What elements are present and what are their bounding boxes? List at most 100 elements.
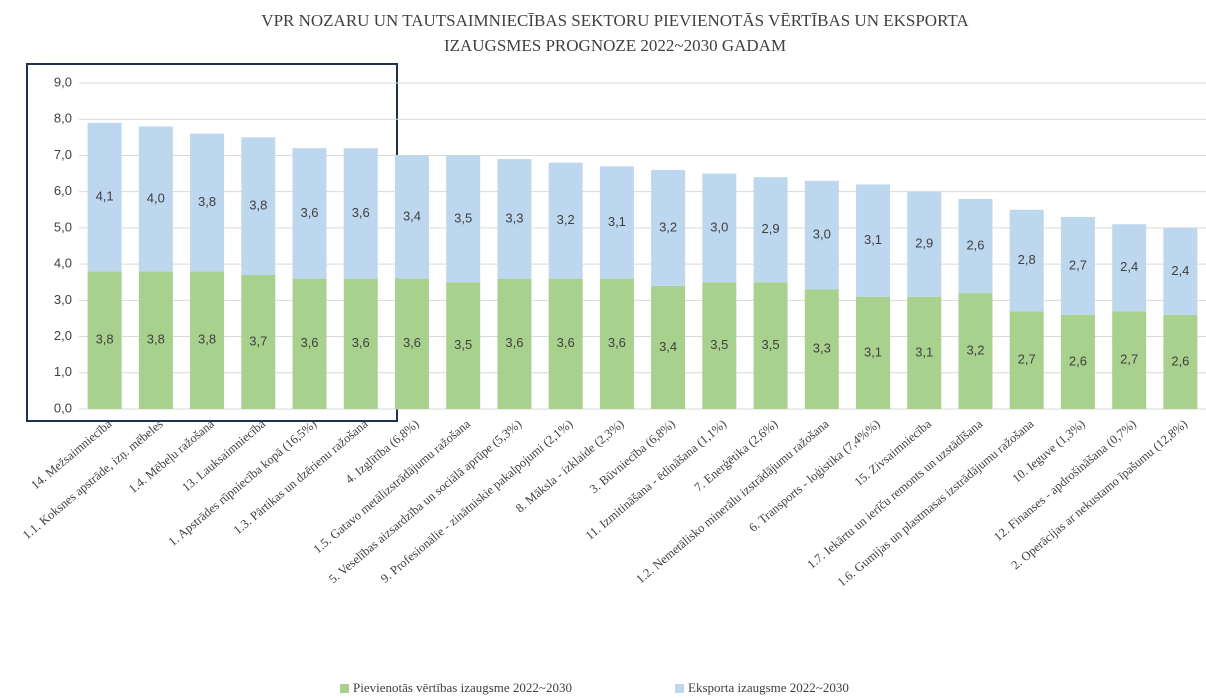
- bar-segment: [856, 184, 891, 297]
- value-label: 2,8: [1018, 252, 1036, 267]
- bar-segment: [599, 278, 634, 409]
- value-label: 3,7: [249, 333, 267, 348]
- bar-segment: [394, 155, 429, 279]
- bar-segment: [599, 166, 634, 279]
- y-tick-label: 2,0: [54, 328, 72, 343]
- value-label: 3,1: [608, 214, 626, 229]
- chart-title: VPR NOZARU UN TAUTSAIMNIECĪBAS SEKTORU P…: [261, 11, 969, 30]
- value-label: 3,0: [813, 227, 831, 242]
- bar-segment: [446, 155, 481, 283]
- bar-segment: [856, 296, 891, 409]
- value-label: 2,7: [1120, 352, 1138, 367]
- bar-segment: [753, 282, 788, 409]
- value-label: 3,6: [403, 335, 421, 350]
- bar-segment: [804, 180, 839, 290]
- x-tick-label-group: 1.7. Iekārtu un ierīču remonts un uzstād…: [804, 416, 985, 571]
- value-label: 3,6: [352, 335, 370, 350]
- value-label: 3,6: [300, 335, 318, 350]
- value-label: 3,6: [557, 335, 575, 350]
- bar-segment: [804, 289, 839, 409]
- bar-segment: [138, 126, 173, 272]
- bar-segment: [343, 278, 378, 409]
- y-tick-label: 0,0: [54, 400, 72, 415]
- value-label: 3,2: [659, 219, 677, 234]
- x-tick-label: 3. Būvniecība (6,8%): [587, 417, 678, 496]
- value-label: 3,8: [249, 198, 267, 213]
- value-label: 3,6: [300, 205, 318, 220]
- x-tick-label: 1.7. Iekārtu un ierīču remonts un uzstād…: [804, 416, 985, 571]
- value-label: 3,8: [96, 332, 114, 347]
- bar-segment: [87, 271, 122, 409]
- value-label: 3,5: [454, 337, 472, 352]
- bar-segment: [190, 271, 225, 409]
- bar-segment: [1112, 224, 1147, 312]
- bar-segment: [241, 274, 276, 409]
- y-tick-label: 5,0: [54, 219, 72, 234]
- x-tick-label-group: 1.2. Nemetālisko minerālu izstrādājumu r…: [633, 416, 832, 586]
- value-label: 3,8: [147, 332, 165, 347]
- bar-segment: [651, 169, 686, 286]
- value-label: 4,0: [147, 190, 165, 205]
- bar-segment: [702, 173, 737, 283]
- bar-segment: [1112, 311, 1147, 409]
- x-tick-label-group: 3. Būvniecība (6,8%): [587, 417, 678, 496]
- value-label: 3,8: [198, 194, 216, 209]
- bar-segment: [497, 159, 532, 279]
- value-label: 3,6: [608, 335, 626, 350]
- value-label: 3,1: [915, 344, 933, 359]
- legend-label: Pievienotās vērtības izaugsme 2022~2030: [353, 680, 572, 695]
- x-tick-label-group: 1.4. Mēbeļu ražošana: [126, 416, 217, 496]
- x-tick-label: 1.4. Mēbeļu ražošana: [126, 416, 217, 496]
- bar-segment: [1163, 314, 1198, 409]
- value-label: 2,6: [1171, 353, 1189, 368]
- chart-title: IZAUGSMES PROGNOZE 2022~2030 GADAM: [444, 36, 786, 55]
- y-tick-label: 4,0: [54, 256, 72, 271]
- bar-segment: [958, 198, 993, 294]
- value-label: 3,1: [864, 232, 882, 247]
- bar-segment: [958, 293, 993, 409]
- x-tick-label: 9. Profesionālie - zinātniskie pakalpoju…: [378, 417, 576, 586]
- value-label: 3,8: [198, 332, 216, 347]
- y-tick-label: 6,0: [54, 183, 72, 198]
- bar-segment: [394, 278, 429, 409]
- y-tick-label: 8,0: [54, 111, 72, 126]
- bar-segment: [87, 122, 122, 272]
- value-label: 3,4: [403, 208, 421, 223]
- value-label: 2,4: [1120, 259, 1138, 274]
- bar-segment: [548, 278, 583, 409]
- value-label: 3,1: [864, 344, 882, 359]
- bar-segment: [702, 282, 737, 409]
- value-label: 3,0: [710, 219, 728, 234]
- bar-segment: [753, 177, 788, 283]
- bar-segment: [241, 137, 276, 275]
- bar-segment: [497, 278, 532, 409]
- bar-segment: [1009, 209, 1044, 312]
- value-label: 3,2: [557, 212, 575, 227]
- value-label: 3,4: [659, 339, 677, 354]
- bar-segment: [1163, 227, 1198, 315]
- x-tick-label: 1.2. Nemetālisko minerālu izstrādājumu r…: [633, 416, 832, 586]
- y-tick-label: 1,0: [54, 364, 72, 379]
- value-label: 3,5: [762, 337, 780, 352]
- x-tick-label-group: 5. Veselības aizsardzība un sociālā aprū…: [326, 417, 524, 586]
- legend-label: Eksporta izaugsme 2022~2030: [688, 680, 849, 695]
- legend-swatch: [675, 684, 684, 693]
- bar-segment: [446, 282, 481, 409]
- value-label: 4,1: [96, 189, 114, 204]
- value-label: 2,7: [1069, 257, 1087, 272]
- value-label: 2,6: [966, 237, 984, 252]
- bar-segment: [138, 271, 173, 409]
- bar-segment: [190, 133, 225, 272]
- value-label: 3,5: [710, 337, 728, 352]
- bar-segment: [907, 191, 942, 297]
- bar-segment: [1060, 217, 1095, 315]
- legend-swatch: [340, 684, 349, 693]
- x-tick-label: 13. Lauksaimniecība: [179, 416, 268, 494]
- value-label: 3,6: [352, 205, 370, 220]
- value-label: 2,9: [762, 221, 780, 236]
- bar-segment: [292, 148, 327, 279]
- bar-segment: [343, 148, 378, 279]
- bar-segment: [1009, 311, 1044, 409]
- value-label: 3,5: [454, 210, 472, 225]
